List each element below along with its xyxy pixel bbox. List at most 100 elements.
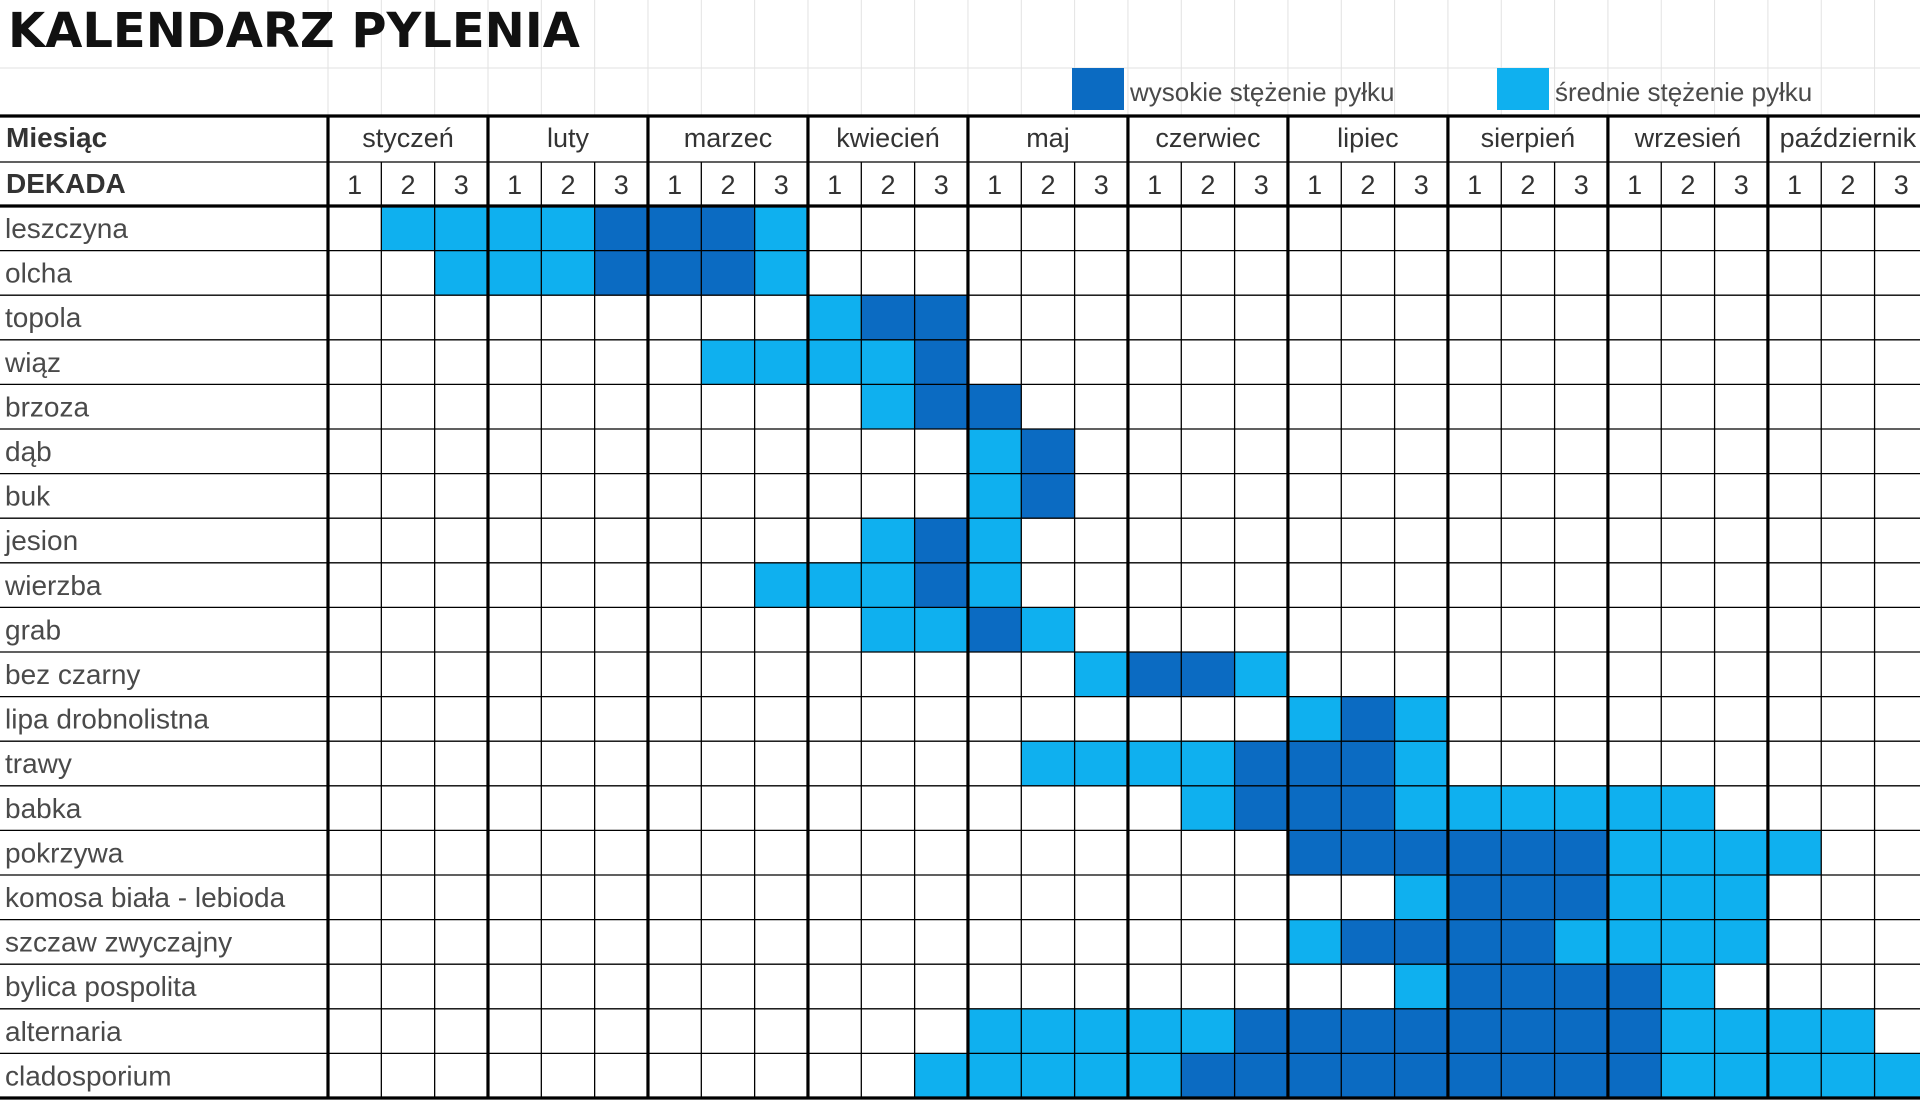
heatmap-cell <box>861 295 915 340</box>
decade-label: 3 <box>1734 170 1749 200</box>
heatmap-cell <box>1021 429 1075 474</box>
heatmap-cell <box>1554 1008 1608 1054</box>
heatmap-cell <box>967 562 1022 608</box>
legend-label-high: wysokie stężenie pyłku <box>1129 77 1394 107</box>
decade-label: 2 <box>560 170 575 200</box>
month-label: kwiecień <box>836 123 940 153</box>
month-label: marzec <box>684 123 773 153</box>
heatmap-cell <box>861 518 915 563</box>
heatmap-cell <box>1661 830 1715 875</box>
heatmap-cell <box>1447 919 1502 965</box>
heatmap-cell <box>701 339 755 385</box>
heatmap-cell <box>381 206 435 251</box>
heatmap-cell <box>1181 741 1235 786</box>
heatmap-cell <box>647 250 702 296</box>
heatmap-cell <box>1554 875 1608 920</box>
heatmap-cell <box>434 206 488 251</box>
heatmap-cell <box>1607 785 1662 831</box>
heatmap-cell <box>1021 1008 1075 1054</box>
heatmap-cell <box>1821 1008 1875 1054</box>
plant-label: trawy <box>5 748 72 779</box>
heatmap-cell <box>1127 652 1182 697</box>
decade-label: 2 <box>880 170 895 200</box>
plant-label: komosa biała - lebioda <box>5 882 286 913</box>
heatmap-cell <box>1074 1008 1128 1054</box>
plant-label: leszczyna <box>5 213 128 244</box>
heatmap-cell <box>1021 607 1075 652</box>
plant-label: olcha <box>5 258 72 289</box>
decade-label: 3 <box>614 170 629 200</box>
decade-label: 2 <box>1520 170 1535 200</box>
heatmap-cell <box>1447 964 1502 1009</box>
decade-label: 2 <box>400 170 415 200</box>
heatmap-cell <box>914 607 968 652</box>
decade-label: 2 <box>1360 170 1375 200</box>
heatmap-cell <box>1074 652 1128 697</box>
decade-label: 1 <box>347 170 362 200</box>
heatmap-cell <box>1554 964 1608 1009</box>
heatmap-cell <box>1287 785 1342 831</box>
legend: wysokie stężenie pyłku średnie stężenie … <box>1072 68 1812 110</box>
month-label: styczeń <box>362 123 454 153</box>
heatmap-cell <box>967 1053 1022 1098</box>
heatmap-cell <box>1501 830 1555 875</box>
heatmap-cell <box>1127 1008 1182 1054</box>
heatmap-cell <box>1181 652 1235 697</box>
heatmap-cell <box>1394 919 1448 965</box>
heatmap-cell <box>1287 1053 1342 1098</box>
heatmap-cell <box>1394 785 1448 831</box>
heatmap-cell <box>1874 1053 1920 1098</box>
heatmap-cell <box>1287 919 1342 965</box>
heatmap-cell <box>914 1053 968 1098</box>
heatmap-cell <box>861 339 915 385</box>
legend-swatch-medium <box>1497 68 1549 110</box>
plant-label: grab <box>5 614 61 645</box>
heatmap-cell <box>1234 785 1288 831</box>
heatmap-cell <box>1661 1053 1715 1098</box>
plant-label: bylica pospolita <box>5 971 197 1002</box>
heatmap-cell <box>914 339 968 385</box>
heatmap-cell <box>1447 1008 1502 1054</box>
heatmap-cell <box>1661 785 1715 831</box>
heatmap-cell <box>1447 830 1502 875</box>
decade-label: 3 <box>934 170 949 200</box>
heatmap-cell <box>967 1008 1022 1054</box>
heatmap-cell <box>914 562 968 608</box>
heatmap-cell <box>1767 830 1822 875</box>
plant-label: buk <box>5 481 51 512</box>
heatmap-cell <box>1714 875 1768 920</box>
heatmap-cell <box>914 384 968 429</box>
heatmap-cell <box>1287 741 1342 786</box>
heatmap-cell <box>1234 1053 1288 1098</box>
heatmap-cell <box>1767 1053 1822 1098</box>
plant-label: szczaw zwyczajny <box>5 927 232 958</box>
plant-label: wierzba <box>4 570 102 601</box>
decade-label: 2 <box>720 170 735 200</box>
plant-label: bez czarny <box>5 659 140 690</box>
heatmap-cell <box>1501 785 1555 831</box>
decade-label: 1 <box>667 170 682 200</box>
month-labels: styczeń luty marzec kwiecień maj czerwiec lipi… <box>362 123 1916 153</box>
decade-labels: 1 2 3 1 2 3 1 2 3 1 2 3 1 2 3 1 2 3 1 2 3 1 2 3 1 2 3 1 2 3 <box>347 170 1909 200</box>
plant-label: alternaria <box>5 1016 122 1047</box>
plant-label: topola <box>5 302 82 333</box>
heatmap-cell <box>967 607 1022 652</box>
heatmap-cell <box>1501 964 1555 1009</box>
decade-label: 1 <box>1627 170 1642 200</box>
heatmap-cell <box>1554 785 1608 831</box>
heatmap-cell <box>1394 1053 1448 1098</box>
plant-label: pokrzywa <box>5 837 124 868</box>
heatmap-cell <box>1074 741 1128 786</box>
heatmap-cell <box>1501 1053 1555 1098</box>
legend-label-medium: średnie stężenie pyłku <box>1555 77 1812 107</box>
row-header-label: Miesiąc <box>6 122 107 153</box>
heatmap-cell <box>1554 919 1608 965</box>
heatmap-cell <box>1287 696 1342 742</box>
heatmap-cell <box>647 206 702 251</box>
decade-label: 1 <box>827 170 842 200</box>
heatmap-cell <box>1714 1008 1768 1054</box>
table-grid-lines <box>0 114 1920 1100</box>
heatmap-cell <box>914 518 968 563</box>
heatmap-cell <box>1181 785 1235 831</box>
heatmap-cell <box>807 295 862 340</box>
